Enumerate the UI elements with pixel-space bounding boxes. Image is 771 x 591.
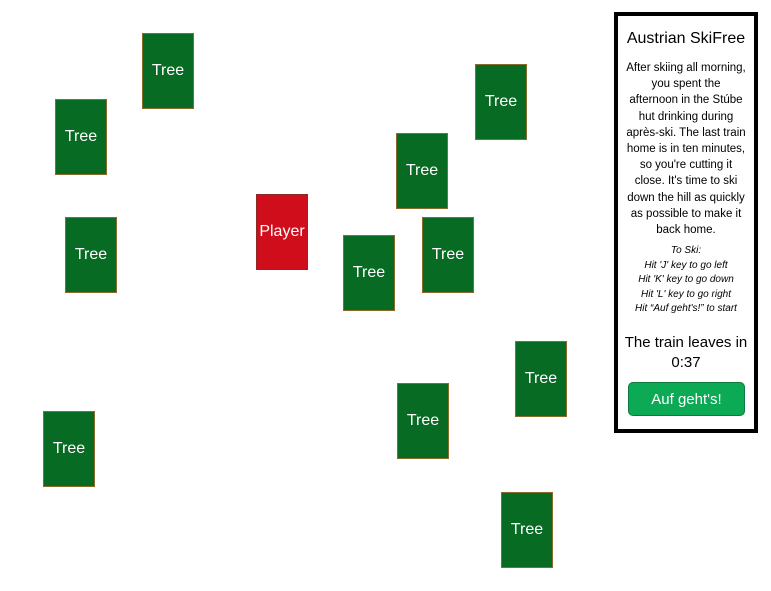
instruction-right: Hit 'L' key to go right xyxy=(641,288,731,300)
tree: Tree xyxy=(343,235,395,311)
story-text: After skiing all morning, you spent the … xyxy=(626,62,746,237)
tree: Tree xyxy=(396,133,448,209)
tree: Tree xyxy=(55,99,107,175)
train-countdown: The train leaves in 0:37 xyxy=(618,333,754,373)
start-button[interactable]: Auf geht's! xyxy=(628,382,745,416)
instructions: To Ski: Hit 'J' key to go left Hit 'K' k… xyxy=(622,244,750,317)
tree: Tree xyxy=(142,33,194,109)
countdown-timer: 0:37 xyxy=(671,354,701,371)
game-title: Austrian SkiFree xyxy=(626,30,746,47)
player-sprite: Player xyxy=(256,194,308,270)
info-panel: Austrian SkiFree After skiing all mornin… xyxy=(614,12,758,433)
tree: Tree xyxy=(43,411,95,487)
instruction-down: Hit 'K' key to go down xyxy=(638,274,734,286)
instruction-left: Hit 'J' key to go left xyxy=(644,259,728,271)
instructions-heading: To Ski: xyxy=(670,245,702,256)
tree: Tree xyxy=(65,217,117,293)
instruction-start: Hit “Auf geht's!” to start xyxy=(635,303,737,315)
tree: Tree xyxy=(501,492,553,568)
tree: Tree xyxy=(397,383,449,459)
tree: Tree xyxy=(475,64,527,140)
tree: Tree xyxy=(422,217,474,293)
tree: Tree xyxy=(515,341,567,417)
train-label: The train leaves in xyxy=(624,334,748,351)
